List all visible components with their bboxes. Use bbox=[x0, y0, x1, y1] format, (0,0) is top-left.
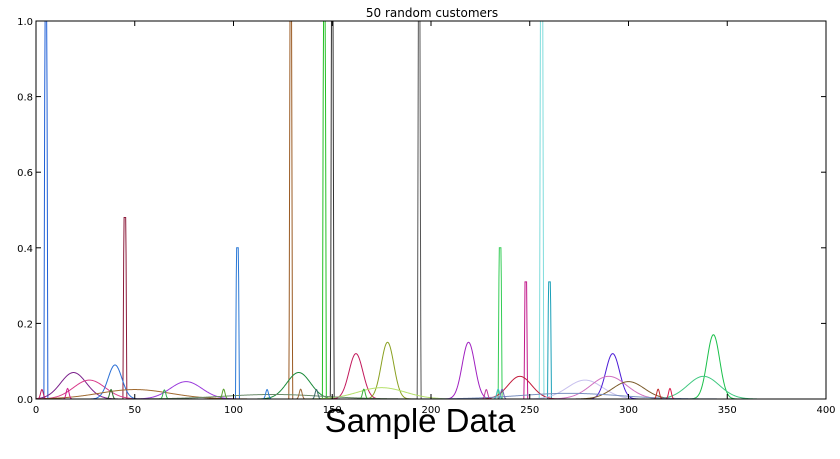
chart-title: 50 random customers bbox=[366, 6, 498, 20]
series-line-1 bbox=[36, 20, 757, 400]
y-tick-label: 0.8 bbox=[17, 93, 33, 104]
series-line-19 bbox=[36, 341, 757, 400]
x-tick-label: 0 bbox=[33, 405, 39, 416]
series-line-10 bbox=[36, 20, 757, 400]
series-line-6 bbox=[36, 20, 757, 400]
x-tick-label: 200 bbox=[421, 405, 440, 416]
series-line-2 bbox=[36, 217, 757, 400]
series-line-21 bbox=[36, 341, 757, 400]
figure-caption: Sample Data bbox=[324, 402, 516, 439]
x-tick-label: 400 bbox=[816, 405, 835, 416]
tick-layer: 0 50 100 150 200 250 300 350 400 0.0 0.2 0.4 0.6 0.8 1… bbox=[17, 17, 835, 416]
plot-frame bbox=[35, 20, 827, 400]
x-tick-label: 50 bbox=[128, 405, 141, 416]
x-tick-label: 250 bbox=[520, 405, 539, 416]
x-tick-label: 350 bbox=[718, 405, 737, 416]
series-line-7 bbox=[36, 20, 757, 400]
series-line-9 bbox=[36, 281, 757, 400]
y-tick-label: 0.2 bbox=[17, 319, 33, 330]
series-line-5 bbox=[36, 20, 757, 400]
x-tick-label: 150 bbox=[323, 405, 342, 416]
series-line-4 bbox=[36, 20, 757, 400]
x-tick-label: 300 bbox=[619, 405, 638, 416]
x-tick-label: 100 bbox=[224, 405, 243, 416]
y-tick-label: 1.0 bbox=[17, 17, 33, 28]
y-tick-label: 0.4 bbox=[17, 244, 33, 255]
y-tick-label: 0.0 bbox=[17, 395, 33, 406]
series-line-14 bbox=[36, 364, 757, 400]
series-line-11 bbox=[36, 281, 757, 400]
y-tick-label: 0.6 bbox=[17, 168, 33, 179]
series-layer bbox=[35, 20, 757, 400]
